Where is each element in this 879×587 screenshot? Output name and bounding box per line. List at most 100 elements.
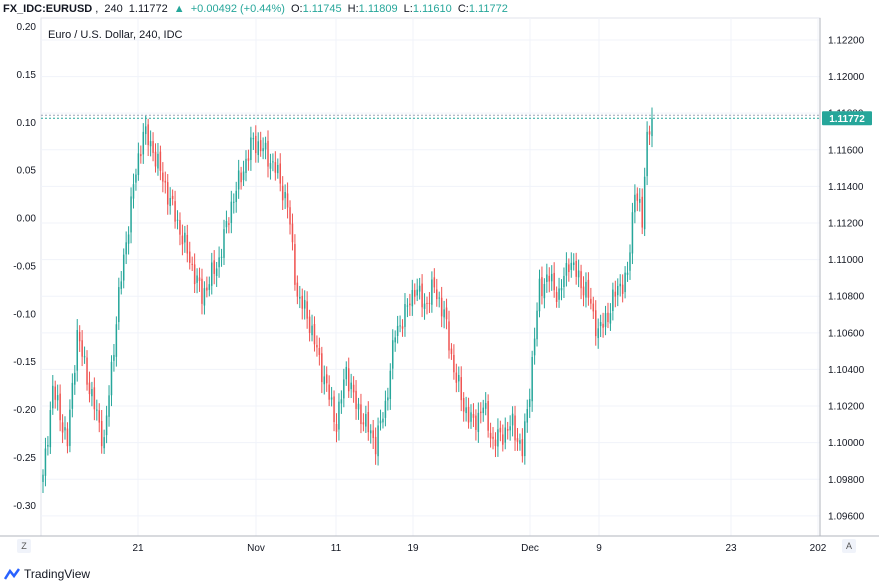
candle — [531, 350, 533, 412]
candle-body — [426, 302, 428, 304]
time-axis[interactable]: 21 Nov 11 19 Dec 9 23 202 — [132, 543, 826, 554]
open-value: 1.11745 — [302, 3, 342, 15]
candle — [570, 252, 573, 278]
candle — [78, 325, 81, 352]
candle — [394, 330, 396, 352]
candle — [541, 266, 543, 305]
candle — [140, 145, 142, 164]
symbol-label[interactable]: FX_IDC:EURUSD — [3, 3, 93, 15]
candle — [252, 132, 255, 150]
candle-body — [83, 356, 86, 358]
candle-body — [262, 148, 264, 152]
time-tick-label: 23 — [725, 543, 737, 554]
candle — [279, 153, 281, 192]
candle — [191, 256, 193, 272]
candle — [626, 261, 629, 282]
auto-scale-left-button[interactable]: Z — [17, 539, 31, 553]
candle-body — [543, 284, 546, 299]
candle-body — [580, 271, 582, 289]
candle — [71, 373, 74, 418]
candle-body — [193, 264, 196, 285]
candle — [428, 292, 431, 314]
candle — [193, 253, 196, 294]
candle — [634, 184, 636, 224]
candlestick-chart[interactable]: 0.20 0.15 0.10 0.05 0.00 -0.05 -0.10 -0.15 -0.20… — [0, 0, 879, 565]
candle-body — [572, 262, 575, 265]
candle-body — [384, 400, 387, 418]
candle — [247, 149, 250, 171]
candle-body — [594, 310, 597, 337]
candle — [286, 182, 289, 219]
candle — [516, 427, 519, 451]
candle-body — [98, 410, 101, 423]
candle-body — [78, 331, 81, 342]
time-tick-label: 9 — [596, 543, 602, 554]
last-price-label: 1.11772 — [128, 3, 168, 15]
candle — [316, 335, 318, 357]
candle — [470, 404, 472, 429]
candle — [543, 278, 546, 309]
candle — [489, 422, 492, 448]
candle-body — [436, 289, 438, 300]
right-tick-label: 1.09800 — [828, 475, 865, 486]
candle — [237, 159, 240, 199]
candle-body — [516, 438, 519, 442]
candle-body — [142, 131, 145, 155]
candle — [614, 280, 617, 308]
candle-body — [306, 301, 308, 319]
candle-body — [179, 220, 181, 235]
candle-body — [132, 184, 135, 199]
candle-body — [76, 330, 78, 371]
candle — [147, 118, 149, 157]
candle-body — [345, 366, 348, 380]
candle-body — [406, 305, 409, 307]
high-value: 1.11809 — [358, 3, 398, 15]
candle-body — [176, 219, 179, 221]
candle-body — [154, 151, 157, 167]
time-tick-label: 11 — [331, 543, 342, 554]
candle — [135, 168, 137, 191]
candle-body — [504, 427, 507, 443]
candle — [306, 291, 308, 329]
candle — [76, 319, 78, 382]
low-key: L: — [403, 3, 413, 15]
candle-body — [643, 176, 646, 230]
candle-body — [536, 310, 538, 340]
candle-body — [321, 353, 323, 383]
candle-body — [96, 409, 98, 411]
candle — [440, 286, 443, 328]
candle — [536, 302, 538, 347]
candle-body — [355, 390, 357, 409]
candle — [431, 271, 433, 313]
candle-body — [313, 324, 316, 345]
candle — [83, 346, 86, 364]
candle — [621, 274, 624, 303]
candle — [110, 355, 113, 407]
candle — [502, 424, 504, 452]
left-tick-label: 0.05 — [17, 166, 37, 177]
candle — [421, 274, 423, 318]
candle-body — [113, 354, 115, 361]
candle — [74, 365, 76, 395]
candle — [181, 224, 184, 256]
right-tick-label: 1.11400 — [828, 182, 864, 193]
candle — [228, 217, 230, 234]
right-axis[interactable]: 1.122001.120001.118001.116001.114001.112… — [828, 35, 865, 522]
candle — [335, 413, 338, 443]
candle — [492, 427, 494, 450]
candle-body — [135, 174, 137, 183]
candle-body — [548, 275, 551, 282]
candle-body — [460, 377, 462, 401]
candle — [526, 399, 529, 433]
time-tick-label: 19 — [407, 543, 419, 554]
auto-scale-right-button[interactable]: A — [842, 539, 856, 553]
candle-body — [399, 325, 401, 327]
left-tick-label: -0.15 — [13, 357, 36, 368]
candle-body — [401, 326, 404, 329]
candle-body — [208, 284, 211, 290]
candle — [86, 350, 88, 391]
right-tick-label: 1.10600 — [828, 328, 865, 339]
interval-label[interactable]: 240 — [104, 3, 123, 15]
candle — [639, 188, 641, 212]
candle — [384, 390, 387, 427]
